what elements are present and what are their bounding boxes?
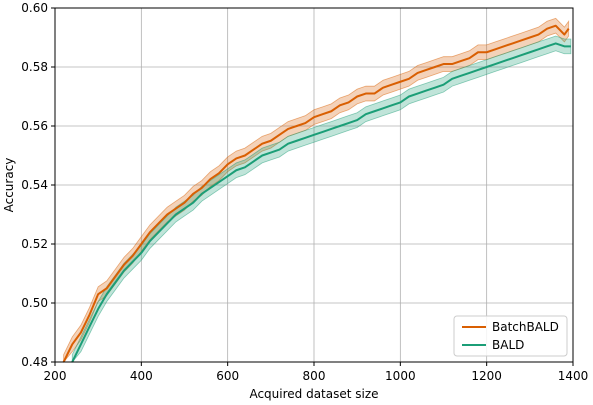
x-tick-label: 1200	[471, 369, 502, 383]
x-axis-label: Acquired dataset size	[249, 387, 378, 401]
y-tick-label: 0.60	[21, 1, 48, 15]
series-line-bald	[71, 42, 571, 363]
y-tick-label: 0.52	[21, 237, 48, 251]
y-tick-label: 0.50	[21, 296, 48, 310]
y-tick-label: 0.56	[21, 119, 48, 133]
series-lines	[62, 24, 571, 363]
y-axis-label: Accuracy	[2, 158, 16, 213]
legend-label-bald: BALD	[492, 338, 524, 352]
series-line-batchbald	[62, 24, 570, 363]
y-tick-label: 0.48	[21, 355, 48, 369]
x-tick-label: 1000	[385, 369, 416, 383]
legend: BatchBALD BALD	[453, 315, 568, 357]
y-tick-label: 0.54	[21, 178, 48, 192]
confidence-band-batchbald	[63, 17, 570, 364]
x-tick-label: 600	[216, 369, 239, 383]
x-tick-label: 800	[303, 369, 326, 383]
confidence-bands	[63, 17, 572, 364]
y-tick-label: 0.58	[21, 60, 48, 74]
x-axis-ticks: 200 400 600 800 1000 1200 1400	[44, 362, 589, 383]
y-axis-ticks: 0.48 0.50 0.52 0.54 0.56 0.58 0.60	[21, 1, 55, 369]
confidence-band-bald	[71, 35, 572, 364]
x-tick-label: 400	[130, 369, 153, 383]
legend-label-batchbald: BatchBALD	[492, 320, 559, 334]
x-tick-label: 1400	[558, 369, 589, 383]
x-tick-label: 200	[44, 369, 67, 383]
